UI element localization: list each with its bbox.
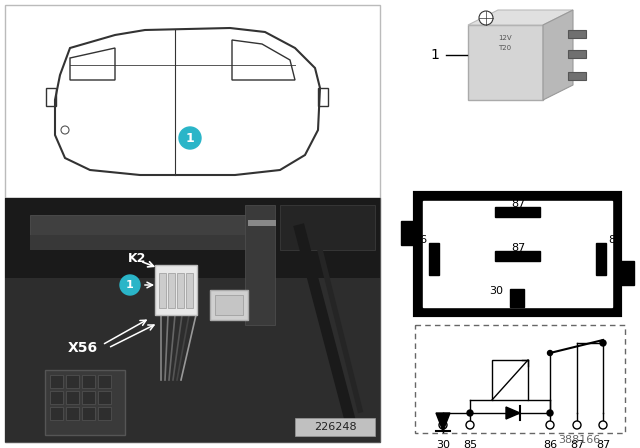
Bar — [495, 207, 540, 217]
Text: 30: 30 — [436, 440, 450, 448]
Bar — [30, 215, 250, 237]
Bar — [186, 273, 193, 308]
Bar — [50, 375, 63, 388]
Bar — [66, 375, 79, 388]
Circle shape — [599, 421, 607, 429]
Circle shape — [467, 410, 473, 416]
Text: X56: X56 — [68, 341, 98, 355]
Bar — [46, 88, 56, 106]
Text: 87: 87 — [596, 440, 610, 448]
Text: T20: T20 — [499, 45, 511, 51]
Bar — [5, 5, 380, 198]
Bar — [568, 50, 586, 58]
Polygon shape — [543, 10, 573, 100]
Bar — [210, 290, 248, 320]
Circle shape — [439, 421, 447, 429]
Bar — [248, 220, 276, 226]
Circle shape — [120, 275, 140, 295]
Bar — [159, 273, 166, 308]
Circle shape — [600, 340, 606, 346]
Text: 226248: 226248 — [314, 422, 356, 432]
Bar — [280, 205, 375, 250]
Circle shape — [573, 421, 581, 429]
Text: 87: 87 — [570, 440, 584, 448]
Bar — [423, 201, 612, 307]
Bar — [568, 72, 586, 80]
Bar — [492, 360, 528, 400]
Text: 1: 1 — [126, 280, 134, 290]
Circle shape — [179, 127, 201, 149]
Bar — [82, 407, 95, 420]
Text: 86: 86 — [543, 440, 557, 448]
Bar — [596, 243, 606, 275]
Bar — [50, 407, 63, 420]
Bar — [468, 25, 543, 100]
Polygon shape — [436, 413, 450, 431]
Bar — [66, 407, 79, 420]
Bar — [415, 193, 620, 315]
Bar — [98, 375, 111, 388]
Bar — [82, 391, 95, 404]
Bar — [318, 88, 328, 106]
Polygon shape — [620, 261, 634, 285]
Bar — [155, 265, 197, 315]
Bar — [510, 289, 524, 307]
Bar — [5, 198, 380, 442]
Bar — [168, 273, 175, 308]
Bar — [415, 325, 625, 433]
Bar — [295, 418, 375, 436]
Text: 85: 85 — [608, 235, 622, 245]
Text: 87: 87 — [511, 243, 525, 253]
Bar — [66, 391, 79, 404]
Bar — [568, 30, 586, 38]
Bar — [30, 235, 250, 250]
Text: 1: 1 — [430, 48, 439, 62]
Text: 30: 30 — [489, 286, 503, 296]
Circle shape — [547, 350, 552, 356]
Text: 1: 1 — [186, 132, 195, 145]
Bar — [98, 391, 111, 404]
Bar — [82, 375, 95, 388]
Text: 12V: 12V — [498, 35, 512, 41]
Circle shape — [466, 421, 474, 429]
Bar — [215, 295, 243, 315]
Bar — [45, 370, 125, 435]
Text: K2: K2 — [128, 251, 147, 264]
Circle shape — [547, 410, 553, 416]
Polygon shape — [468, 10, 573, 25]
Bar — [50, 391, 63, 404]
Text: 388166: 388166 — [557, 435, 600, 445]
Bar — [245, 205, 275, 325]
Bar — [5, 198, 380, 278]
Bar — [495, 251, 540, 261]
Circle shape — [546, 421, 554, 429]
Bar — [429, 243, 439, 275]
Text: 85: 85 — [463, 440, 477, 448]
Bar — [5, 198, 380, 442]
Text: 86: 86 — [413, 235, 427, 245]
Text: 87: 87 — [511, 199, 525, 209]
Bar — [98, 407, 111, 420]
Circle shape — [479, 11, 493, 25]
Polygon shape — [506, 407, 520, 419]
Polygon shape — [401, 221, 415, 245]
Bar — [177, 273, 184, 308]
